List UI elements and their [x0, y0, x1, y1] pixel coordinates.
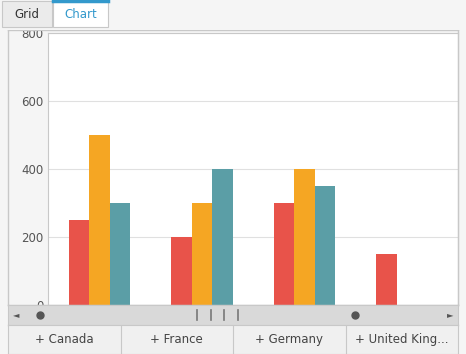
Text: Grid: Grid: [14, 7, 40, 21]
Text: + France: + France: [151, 333, 203, 346]
Text: + Germany: + Germany: [255, 333, 323, 346]
Bar: [192, 203, 212, 305]
Bar: [89, 135, 110, 305]
Text: ►: ►: [446, 310, 453, 320]
Bar: [110, 203, 130, 305]
Bar: [69, 220, 89, 305]
Bar: [315, 186, 335, 305]
Bar: [376, 254, 397, 305]
Text: + Canada: + Canada: [35, 333, 94, 346]
Bar: [2, 1, 52, 27]
Bar: [212, 169, 233, 305]
Text: Chart: Chart: [64, 7, 97, 21]
Text: ◄: ◄: [13, 310, 20, 320]
Bar: [294, 169, 315, 305]
Bar: [274, 203, 294, 305]
Bar: [53, 1, 108, 27]
Text: + United King...: + United King...: [355, 333, 448, 346]
Bar: [171, 237, 192, 305]
